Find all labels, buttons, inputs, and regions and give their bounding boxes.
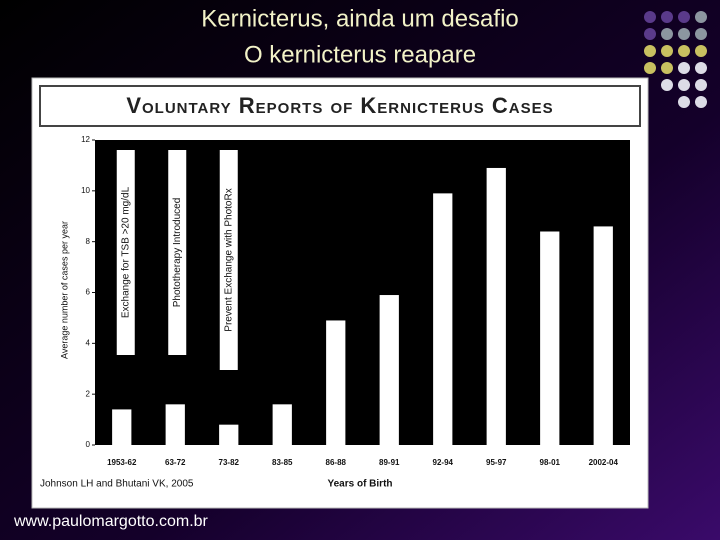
y-tick-label: 6 [86,288,91,297]
x-tick-label: 86-88 [326,458,347,467]
y-tick-label: 12 [81,135,90,144]
bar [486,167,506,446]
x-tick-label: 83-85 [272,458,293,467]
x-tick-label: 92-94 [433,458,454,467]
x-axis-label: Years of Birth [327,479,392,490]
y-tick-label: 8 [86,237,91,246]
bar [540,231,560,445]
bar [326,320,346,445]
chart-title: Voluntary Reports of Kernicterus Cases [126,93,553,118]
y-tick-label: 0 [86,440,91,449]
x-tick-label: 63-72 [165,458,186,467]
y-tick-label: 10 [81,186,90,195]
annotation: Phototherapy Introduced [172,198,183,308]
bar [593,226,613,445]
slide-title: Kernicterus, ainda um desafio [201,5,519,32]
x-tick-label: 73-82 [219,458,240,467]
annotation: Exchange for TSB >20 mg/dL [120,186,131,318]
annotation-box [168,150,187,355]
bar [379,295,399,445]
slide-title: O kernicterus reapare [244,41,476,68]
source: Johnson LH and Bhutani VK, 2005 [40,479,194,490]
annotation-box [116,150,135,355]
x-tick-label: 89-91 [379,458,400,467]
x-tick-label: 98-01 [540,458,561,467]
dot-grid [644,11,707,108]
x-tick-label: 1953-62 [107,458,137,467]
x-tick-label: 2002-04 [589,458,619,467]
y-tick-label: 4 [86,338,91,347]
bar [219,424,239,445]
x-tick-label: 95-97 [486,458,507,467]
y-axis-label: Average number of cases per year [59,221,69,359]
bar [165,404,185,445]
bar [272,404,292,445]
annotation: Prevent Exchange with PhotoRx [223,188,234,331]
y-tick-label: 2 [86,389,91,398]
bar [433,193,453,445]
bar [112,409,132,445]
chart-title-box [39,85,641,127]
footer: www.paulomargotto.com.br [13,513,209,530]
annotation-box [219,150,238,370]
